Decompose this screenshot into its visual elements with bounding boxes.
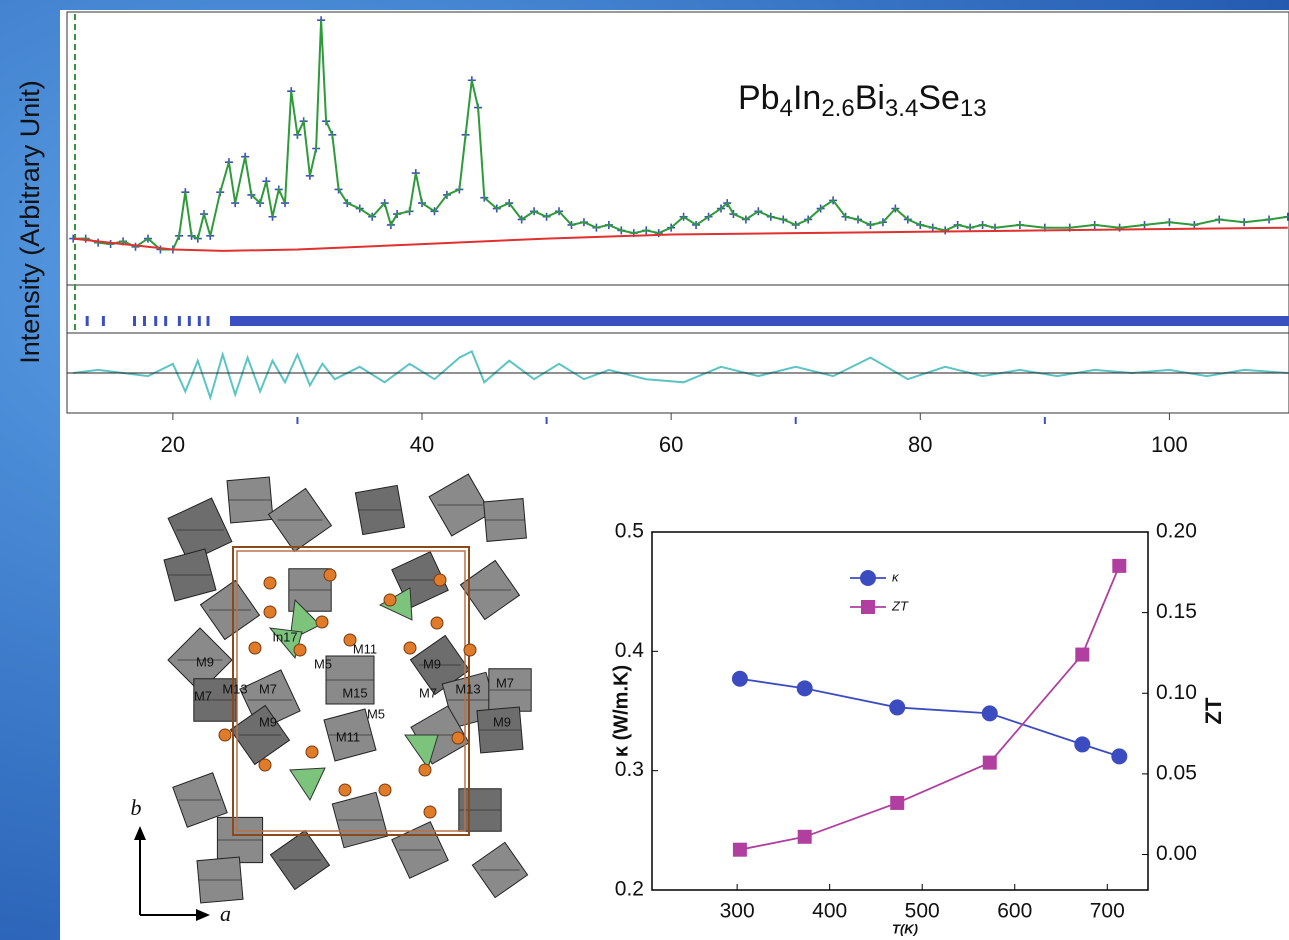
atom (339, 784, 351, 796)
site-label: M9 (423, 656, 441, 671)
site-label: M5 (367, 706, 385, 721)
x-tick-label: 20 (161, 432, 185, 457)
x-axis-label: T(K) (892, 921, 918, 936)
y2-axis-label: ZT (1201, 697, 1226, 724)
x-tick-label: 500 (905, 900, 940, 923)
atom (219, 729, 231, 741)
site-label: M5 (314, 656, 332, 671)
site-label: M9 (493, 714, 511, 729)
x-tick-label: 100 (1151, 432, 1188, 457)
x-tick-label: 700 (1090, 900, 1125, 923)
site-label: M7 (496, 675, 514, 690)
atom (434, 574, 446, 586)
site-label: M7 (259, 681, 277, 696)
y-tick-label: 0.5 (615, 520, 644, 543)
x-tick-label: 300 (720, 900, 755, 923)
atom (379, 784, 391, 796)
site-label: M13 (222, 681, 247, 696)
atom (294, 644, 306, 656)
atom (306, 746, 318, 758)
data-point (982, 705, 998, 721)
atom (259, 759, 271, 771)
atom (384, 594, 396, 606)
legend-label: ZT (891, 598, 909, 613)
reflection-tick (188, 316, 191, 326)
atom (316, 616, 328, 628)
y-tick-label: 0.2 (615, 878, 644, 901)
element: Pb (738, 79, 780, 117)
reflection-tick (178, 316, 181, 326)
atom (404, 642, 416, 654)
y-axis-label: Intensity (Arbitrary Unit) (15, 80, 45, 364)
axis-letter: a (220, 901, 231, 926)
reflection-band (230, 316, 1289, 326)
y2-tick-label: 0.05 (1156, 761, 1197, 784)
subscript: 13 (960, 95, 987, 122)
data-point (983, 756, 997, 770)
x-tick-label: 60 (659, 432, 683, 457)
reflection-tick (198, 316, 201, 326)
formula: Pb4In2.6Bi3.4Se13 (738, 79, 987, 122)
data-point (733, 843, 747, 857)
atom (264, 577, 276, 589)
y-tick-label: 0.3 (615, 758, 644, 781)
site-label: M7 (419, 685, 437, 700)
site-label: M11 (353, 641, 377, 656)
data-point (889, 699, 905, 715)
x-tick-label: 400 (812, 900, 847, 923)
atom (431, 617, 443, 629)
legend-marker (860, 570, 876, 586)
y-tick-label: 0.4 (615, 639, 645, 662)
figure-panel (60, 10, 1289, 940)
site-label: M15 (342, 685, 367, 700)
reflection-tick (164, 316, 167, 326)
y-axis-label: κ (W/m.K) (610, 665, 632, 757)
element: Se (918, 79, 960, 117)
site-label: M7 (194, 688, 212, 703)
x-tick-label: 80 (908, 432, 932, 457)
atom (419, 764, 431, 776)
data-point (890, 796, 904, 810)
data-point (797, 680, 813, 696)
data-point (1111, 748, 1127, 764)
page: Intensity (Arbitrary Unit) Pb4In2.6Bi3.4… (0, 0, 1289, 940)
subscript: 4 (780, 95, 793, 122)
reflection-tick (207, 316, 210, 326)
atom (424, 806, 436, 818)
atom (452, 732, 464, 744)
y2-tick-label: 0.20 (1156, 520, 1197, 543)
subscript: 2.6 (821, 95, 854, 122)
reflection-tick (133, 316, 136, 326)
data-point (1075, 648, 1089, 662)
y2-tick-label: 0.10 (1156, 681, 1197, 704)
reflection-tick (143, 316, 146, 326)
legend-marker (861, 600, 875, 614)
data-point (1074, 736, 1090, 752)
x-tick-label: 600 (997, 900, 1032, 923)
atom (324, 569, 336, 581)
data-point (798, 830, 812, 844)
x-tick-label: 40 (410, 432, 434, 457)
y2-tick-label: 0.15 (1156, 600, 1197, 623)
data-point (732, 671, 748, 687)
atom (464, 644, 476, 656)
slide: Intensity (Arbitrary Unit) Pb4In2.6Bi3.4… (0, 0, 1289, 940)
site-label: M9 (196, 654, 214, 669)
site-label: M11 (336, 729, 360, 744)
y2-tick-label: 0.00 (1156, 842, 1197, 865)
reflection-tick (102, 316, 105, 326)
reflection-tick (154, 316, 157, 326)
site-label: M9 (259, 714, 277, 729)
site-label: In17 (272, 629, 297, 644)
reflection-tick (86, 316, 89, 326)
subscript: 3.4 (885, 95, 918, 122)
element: In (793, 79, 821, 117)
site-label: M13 (455, 681, 480, 696)
axis-letter: b (131, 795, 142, 820)
element: Bi (855, 79, 885, 117)
atom (249, 642, 261, 654)
atom (264, 606, 276, 618)
data-point (1112, 559, 1126, 573)
